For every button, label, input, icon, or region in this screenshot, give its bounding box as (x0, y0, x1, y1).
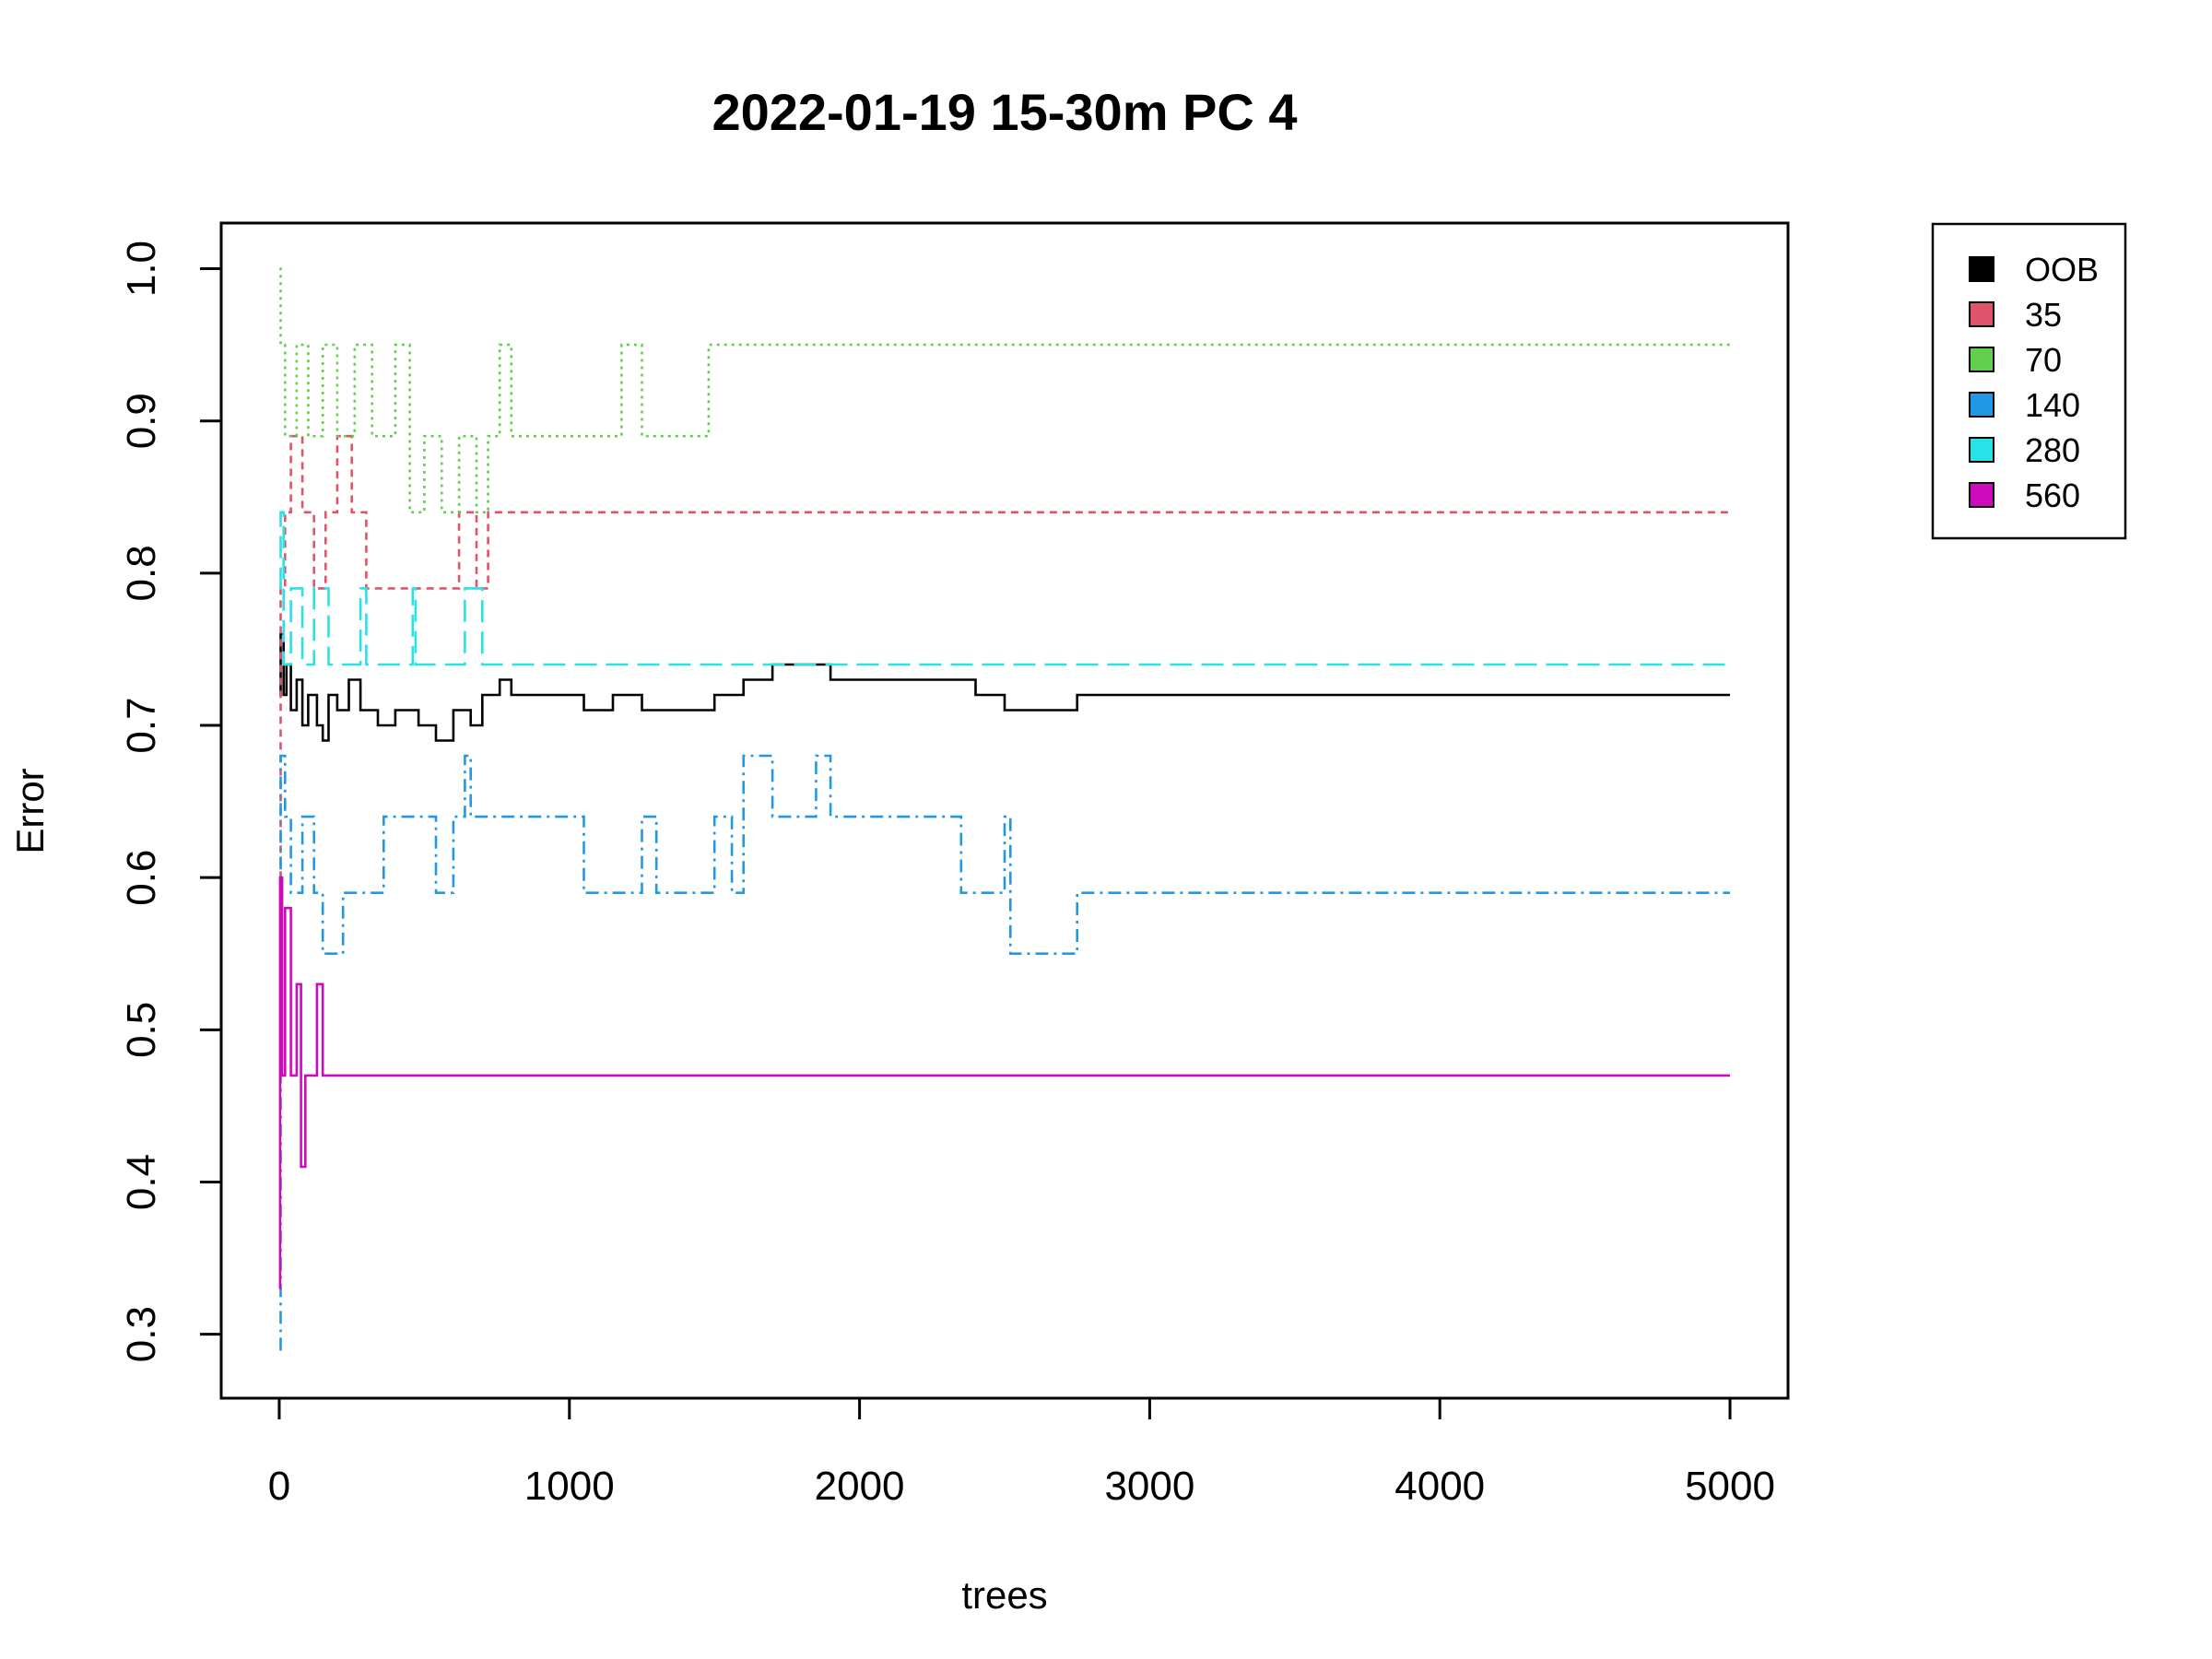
series-line-280 (279, 511, 1730, 666)
y-tick-label: 0.5 (119, 1002, 164, 1058)
y-tick-label: 0.4 (119, 1154, 164, 1210)
plot-area (219, 221, 1790, 1400)
legend-label: 280 (2025, 431, 2080, 469)
chart-title: 2022-01-19 15-30m PC 4 (712, 83, 1297, 141)
x-tick-label: 5000 (1685, 1464, 1775, 1509)
x-tick-label: 4000 (1394, 1464, 1485, 1509)
legend-swatch (1969, 482, 1994, 508)
legend-swatch (1969, 437, 1994, 463)
y-tick-label: 0.6 (119, 850, 164, 906)
plot-frame (219, 221, 1790, 1400)
series-line-560 (278, 876, 1730, 1290)
legend-label: 140 (2025, 386, 2080, 424)
y-tick-label: 0.9 (119, 393, 164, 449)
x-tick-label: 3000 (1104, 1464, 1194, 1509)
legend-frame (1931, 222, 2127, 540)
y-tick-label: 1.0 (119, 241, 164, 297)
y-tick-label: 0.7 (119, 697, 164, 753)
series-line-70 (279, 267, 1730, 514)
legend-swatch (1969, 301, 1994, 327)
series-line-OOB (279, 632, 1730, 742)
x-axis: 0 1000 2000 3000 4000 5000 (268, 1396, 1775, 1509)
y-tick-label: 0.3 (119, 1306, 164, 1362)
legend-label: 560 (2025, 477, 2080, 514)
y-axis: 0.3 0.4 0.5 0.6 0.7 0.8 0.9 1.0 (119, 241, 223, 1362)
legend-label: OOB (2025, 251, 2099, 288)
series-lines (278, 267, 1730, 1351)
y-axis-label: Error (8, 768, 52, 853)
legend-swatch (1969, 256, 1994, 282)
x-tick-label: 1000 (524, 1464, 615, 1509)
x-tick-label: 2000 (815, 1464, 905, 1509)
legend-label: 70 (2025, 341, 2062, 379)
legend: OOB 35 70 140 280 560 (1931, 222, 2127, 540)
series-line-35 (279, 434, 1730, 879)
legend-swatch (1969, 347, 1994, 372)
x-axis-label: trees (961, 1573, 1047, 1617)
legend-swatch (1969, 392, 1994, 418)
x-tick-label: 0 (268, 1464, 290, 1509)
y-tick-label: 0.8 (119, 545, 164, 601)
legend-label: 35 (2025, 296, 2062, 334)
series-line-140 (279, 754, 1730, 1351)
